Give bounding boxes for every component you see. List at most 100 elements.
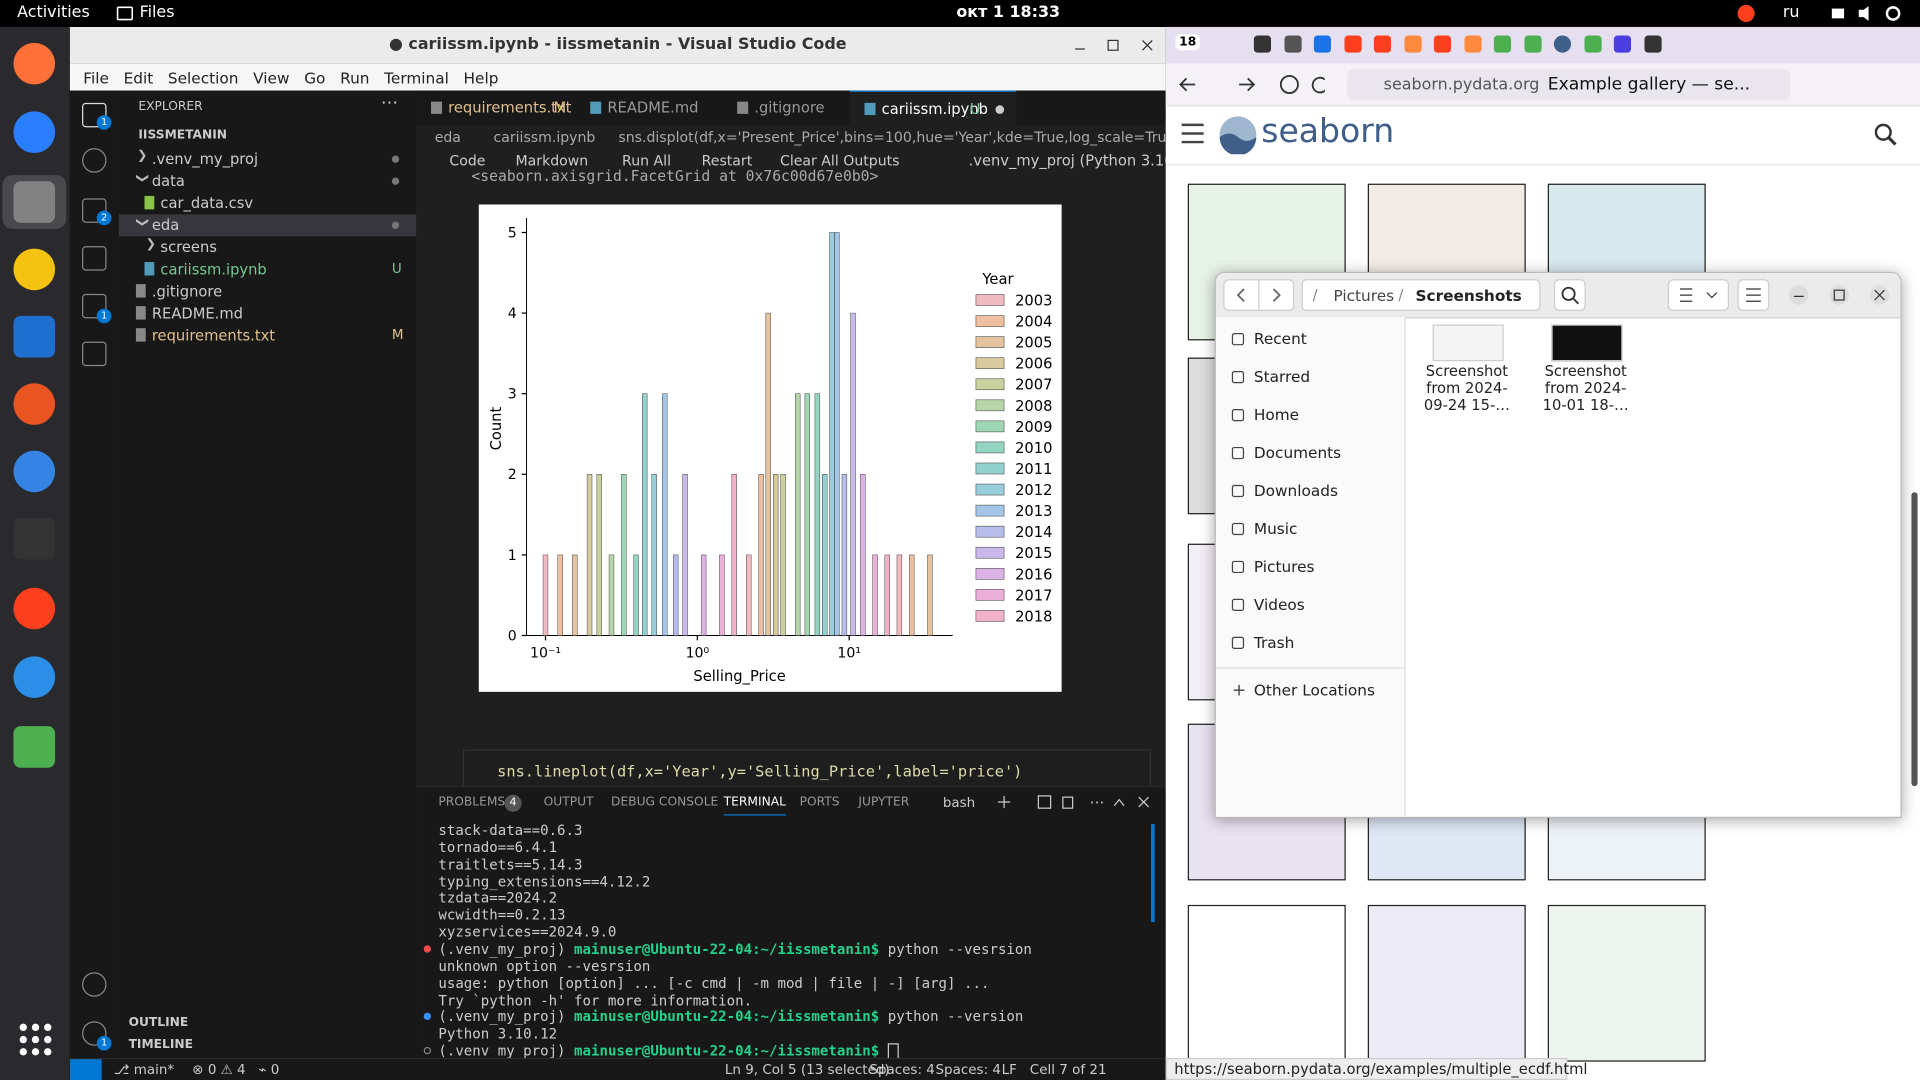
activity-icon[interactable] xyxy=(82,972,107,997)
place[interactable]: Documents xyxy=(1253,443,1342,462)
workspace-root[interactable]: IISSMETANIN xyxy=(138,128,228,143)
gallery-thumbnail[interactable] xyxy=(1547,904,1706,1062)
browser-tab[interactable] xyxy=(1343,35,1362,53)
activity-icon[interactable] xyxy=(82,341,107,367)
show-apps[interactable] xyxy=(18,1022,52,1060)
browser-tab[interactable] xyxy=(1463,35,1482,53)
browser-tab[interactable] xyxy=(1613,35,1632,53)
ports[interactable]: ⌁ 0 xyxy=(258,1061,280,1078)
tree-item[interactable]: car_data.csv xyxy=(119,192,417,214)
scrollbar[interactable] xyxy=(1911,492,1918,787)
panel-tab[interactable]: OUTPUT xyxy=(543,795,594,810)
place[interactable]: Starred xyxy=(1253,367,1311,386)
menu-item[interactable]: Help xyxy=(463,68,499,87)
cell-index[interactable]: Cell 7 of 21 xyxy=(1029,1061,1107,1078)
breadcrumb-item[interactable]: cariissm.ipynb xyxy=(493,128,596,146)
tree-item[interactable]: README.md xyxy=(119,302,417,324)
panel-actions[interactable]: ⋯ xyxy=(997,792,1156,812)
code-cell[interactable]: sns.lineplot(df,x='Year',y='Selling_Pric… xyxy=(462,749,1152,789)
place[interactable]: Videos xyxy=(1253,595,1305,614)
menu-item[interactable]: Run xyxy=(340,68,370,87)
browser-tab[interactable] xyxy=(1313,35,1332,53)
header-buttons[interactable] xyxy=(1553,279,1897,312)
dock-icon[interactable] xyxy=(13,315,56,358)
tree-item[interactable]: ❯ .venv_my_proj xyxy=(119,148,417,170)
panel-tab[interactable]: PORTS xyxy=(799,795,840,810)
git-branch[interactable]: ⎇ main* xyxy=(113,1061,175,1078)
tree-item[interactable]: ❯ data xyxy=(119,170,417,192)
tab-count[interactable]: 18 xyxy=(1175,34,1200,51)
nav-buttons[interactable] xyxy=(1178,73,1325,95)
search-icon[interactable] xyxy=(1874,123,1897,146)
kernel[interactable]: .venv_my_proj (Python 3.10.12) xyxy=(968,151,1166,169)
toolbar-button[interactable]: Code xyxy=(449,151,486,169)
menu-item[interactable]: Edit xyxy=(123,68,154,87)
gallery-thumbnail[interactable] xyxy=(1187,904,1346,1062)
activity-icon[interactable] xyxy=(82,293,107,319)
editor-tab[interactable]: .gitignore xyxy=(722,91,847,125)
dock-icon[interactable] xyxy=(13,587,56,630)
menu-item[interactable]: Terminal xyxy=(384,68,449,87)
nav-buttons[interactable] xyxy=(1223,279,1295,312)
app-name[interactable]: Files xyxy=(139,3,175,23)
dock-icon[interactable] xyxy=(13,450,56,493)
browser-tab[interactable] xyxy=(1283,35,1302,53)
activities[interactable]: Activities xyxy=(17,3,90,23)
tree-item[interactable]: .gitignore xyxy=(119,280,417,302)
panel-tab[interactable]: PROBLEMS xyxy=(438,795,506,810)
browser-tab[interactable] xyxy=(1583,35,1602,53)
file-thumbnail[interactable] xyxy=(1551,324,1623,362)
browser-tab[interactable] xyxy=(1553,35,1572,53)
dock-icon[interactable] xyxy=(13,656,56,698)
activity-icon[interactable] xyxy=(82,1021,107,1046)
dock-icon[interactable] xyxy=(13,248,56,291)
place[interactable]: Recent xyxy=(1253,329,1307,348)
timeline[interactable]: TIMELINE xyxy=(128,1038,194,1052)
browser-tab[interactable] xyxy=(1403,35,1422,53)
editor-tab[interactable]: cariissm.ipynb U xyxy=(849,90,1017,125)
browser-tab[interactable] xyxy=(1253,35,1272,53)
browser-tab[interactable] xyxy=(1493,35,1512,53)
problems[interactable]: ⊗ 0 ⚠ 4 xyxy=(192,1061,246,1078)
activity-icon[interactable] xyxy=(82,246,107,271)
outline[interactable]: OUTLINE xyxy=(128,1016,189,1030)
dock-icon[interactable] xyxy=(13,726,56,768)
indentation[interactable]: Spaces: 4 xyxy=(935,1061,1001,1078)
menu-icon[interactable] xyxy=(1180,122,1204,144)
place[interactable]: Downloads xyxy=(1253,481,1338,500)
editor-tab[interactable]: requirements.txt M xyxy=(416,91,573,125)
panel-tab[interactable]: JUPYTER xyxy=(858,795,910,810)
activity-icon[interactable] xyxy=(82,148,107,173)
breadcrumb-item[interactable]: sns.displot(df,x='Present_Price',bins=10… xyxy=(618,128,1166,146)
file-thumbnail[interactable] xyxy=(1432,324,1504,362)
system-tray[interactable] xyxy=(1829,4,1915,24)
place[interactable]: Trash xyxy=(1253,633,1295,652)
place[interactable]: Pictures xyxy=(1253,557,1315,576)
menu-item[interactable]: View xyxy=(253,68,290,87)
eol[interactable]: LF xyxy=(1001,1061,1017,1078)
panel-tab[interactable]: DEBUG CONSOLE xyxy=(611,795,719,810)
tree-item[interactable]: cariissm.ipynb U xyxy=(119,258,417,280)
seaborn-logo[interactable] xyxy=(1218,115,1257,155)
seaborn-wordmark[interactable]: seaborn xyxy=(1261,112,1395,151)
cursor-position[interactable]: Ln 9, Col 5 (13 selected) xyxy=(724,1061,890,1078)
browser-tab[interactable] xyxy=(1523,35,1542,53)
clock[interactable]: окт 1 18:33 xyxy=(956,3,1061,23)
tree-item[interactable]: requirements.txt M xyxy=(119,324,417,346)
path-segment[interactable]: Pictures xyxy=(1333,286,1395,305)
dock-icon[interactable] xyxy=(13,517,56,560)
window-controls[interactable] xyxy=(1068,37,1156,54)
path-segment[interactable]: Screenshots xyxy=(1415,286,1522,305)
tree-item[interactable]: ❯ screens xyxy=(119,236,417,258)
menu-item[interactable]: Go xyxy=(304,68,326,87)
keyboard-layout[interactable]: ru xyxy=(1782,3,1800,23)
place[interactable]: Music xyxy=(1253,519,1298,538)
tab-actions[interactable] xyxy=(1056,100,1154,115)
address-bar[interactable]: seaborn.pydata.org Example gallery — se.… xyxy=(1346,68,1791,101)
more-icon[interactable]: ⋯ xyxy=(380,93,398,113)
breadcrumb-item[interactable]: eda xyxy=(434,128,461,146)
panel-tab[interactable]: TERMINAL xyxy=(723,796,786,816)
tree-item[interactable]: ❯ eda xyxy=(118,214,417,237)
dock-icon[interactable] xyxy=(13,42,56,85)
browser-tab[interactable] xyxy=(1433,35,1452,53)
